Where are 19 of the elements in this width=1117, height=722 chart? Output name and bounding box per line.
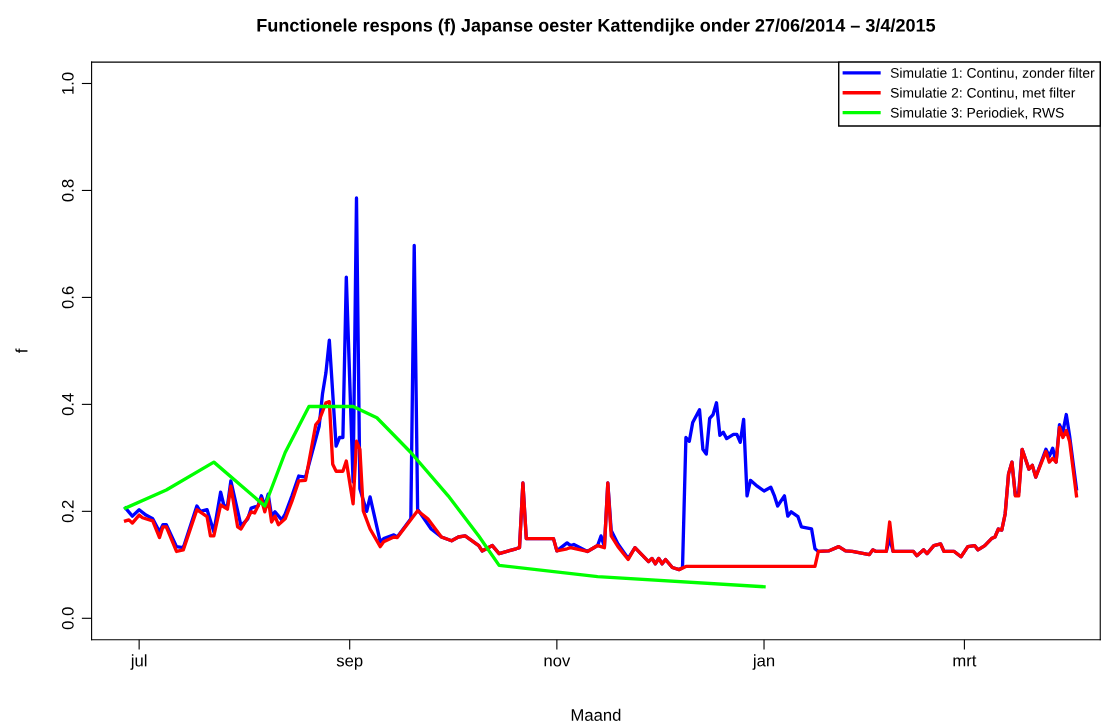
x-tick-label: jul — [130, 654, 147, 670]
x-tick-label: jan — [752, 654, 775, 670]
line-series — [123, 400, 1079, 572]
y-axis-title: f — [15, 348, 28, 353]
y-tick-label: 1.0 — [61, 72, 74, 94]
x-tick-label: mrt — [953, 655, 977, 667]
legend-label: Simulatie 3: Periodiek, RWS — [890, 107, 1064, 120]
y-tick-label: 0.4 — [61, 393, 74, 416]
legend-label: Simulatie 2: Continu, met filter — [890, 87, 1076, 100]
y-tick-label: 0.0 — [61, 607, 74, 630]
x-axis-title: Maand — [571, 708, 621, 721]
y-tick-label: 0.8 — [61, 179, 74, 202]
legend-label: Simulatie 1: Continu, zonder filter — [890, 67, 1095, 80]
chart-title: Functionele respons (f) Japanse oester Kattendijke onder 27/06/2014 – 3/4/2015 — [257, 18, 936, 36]
y-tick-label: 0.2 — [61, 500, 74, 523]
line-series — [123, 404, 766, 589]
x-tick-label: sep — [336, 657, 363, 670]
y-tick-label: 0.6 — [61, 286, 74, 309]
x-tick-label: nov — [544, 657, 571, 667]
